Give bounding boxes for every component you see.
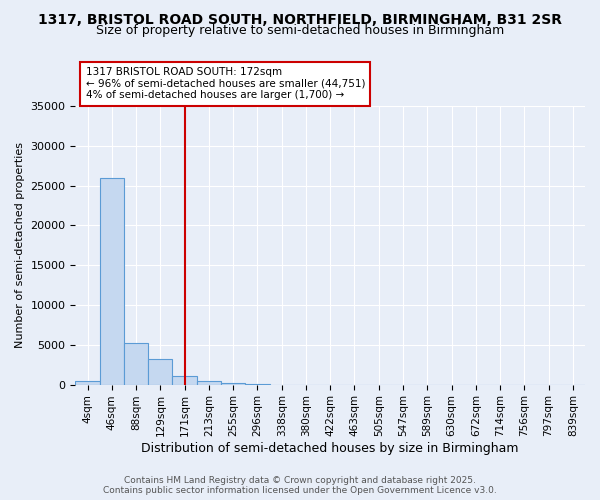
Bar — [76, 382, 100, 384]
Bar — [172, 376, 197, 384]
Bar — [124, 343, 148, 384]
X-axis label: Distribution of semi-detached houses by size in Birmingham: Distribution of semi-detached houses by … — [142, 442, 519, 455]
Bar — [100, 178, 124, 384]
Text: Contains HM Land Registry data © Crown copyright and database right 2025.
Contai: Contains HM Land Registry data © Crown c… — [103, 476, 497, 495]
Text: 1317 BRISTOL ROAD SOUTH: 172sqm
← 96% of semi-detached houses are smaller (44,75: 1317 BRISTOL ROAD SOUTH: 172sqm ← 96% of… — [86, 67, 365, 100]
Bar — [221, 383, 245, 384]
Bar — [197, 381, 221, 384]
Bar — [148, 359, 172, 384]
Text: Size of property relative to semi-detached houses in Birmingham: Size of property relative to semi-detach… — [96, 24, 504, 37]
Text: 1317, BRISTOL ROAD SOUTH, NORTHFIELD, BIRMINGHAM, B31 2SR: 1317, BRISTOL ROAD SOUTH, NORTHFIELD, BI… — [38, 12, 562, 26]
Y-axis label: Number of semi-detached properties: Number of semi-detached properties — [15, 142, 25, 348]
